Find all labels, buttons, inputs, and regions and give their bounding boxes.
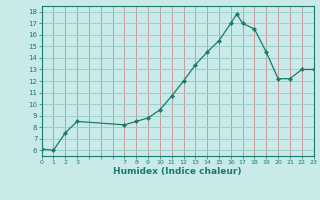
X-axis label: Humidex (Indice chaleur): Humidex (Indice chaleur) [113,167,242,176]
